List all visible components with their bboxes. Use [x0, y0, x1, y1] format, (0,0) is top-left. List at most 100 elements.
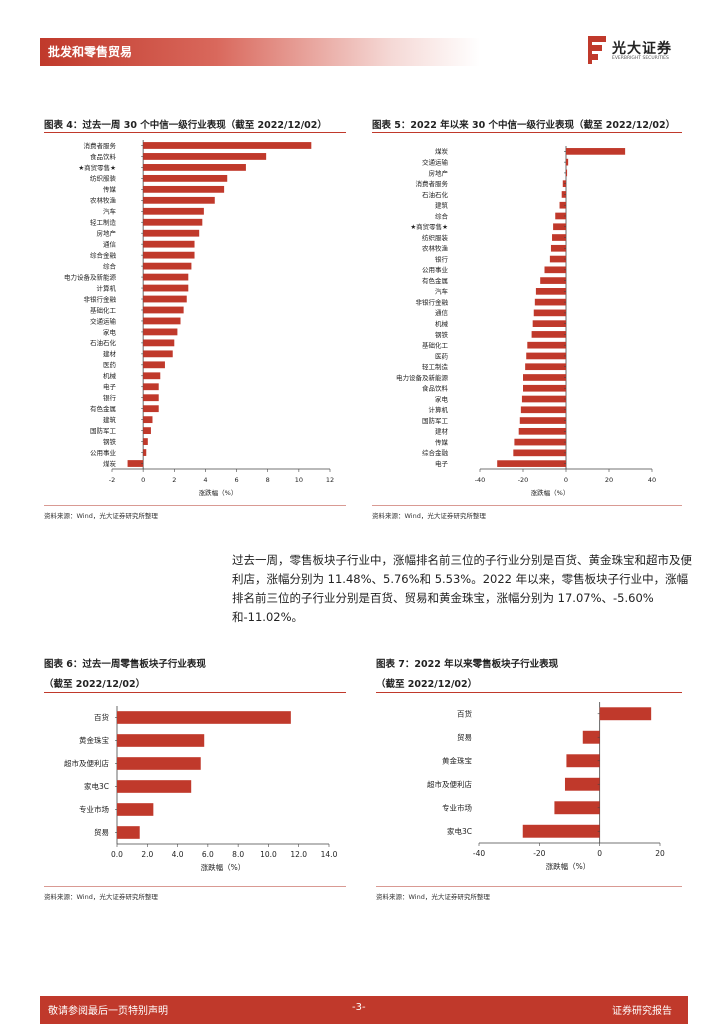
fig5-category-label: 钢铁	[435, 330, 449, 339]
fig4-category-label: 基础化工	[90, 305, 117, 314]
fig4-bar	[143, 416, 153, 424]
fig5-category-label: 建材	[435, 427, 449, 436]
fig5-bar	[533, 309, 566, 317]
fig4-bar	[143, 273, 189, 281]
fig6-x-tick-label: 14.0	[321, 850, 338, 859]
fig6-title: 图表 6：过去一周零售板块子行业表现	[44, 659, 206, 670]
fig7-title: 图表 7：2022 年以来零售板块子行业表现	[376, 659, 559, 670]
fig4-category-label: 农林牧渔	[90, 196, 117, 205]
fig4-bar	[143, 251, 195, 259]
fig4-category-label: 消费者服务	[84, 141, 117, 150]
fig7-x-tick-label: 20	[655, 849, 665, 858]
fig4-bar	[143, 317, 181, 325]
fig6-x-tick-label: 8.0	[232, 850, 244, 859]
fig4-category-label: 银行	[103, 393, 117, 402]
fig4-bar	[143, 262, 192, 270]
fig6-bar	[117, 826, 140, 839]
fig5-category-label: 石油石化	[422, 190, 449, 199]
fig4-category-label: 建材	[103, 349, 117, 358]
fig7-source: 资料来源：Wind，光大证券研究所整理	[376, 893, 490, 901]
fig5-category-label: 通信	[435, 308, 449, 317]
fig6-bar	[117, 711, 291, 724]
brand-logo: 光大证券 EVERBRIGHT SECURITIES	[588, 36, 688, 66]
fig5-bar	[523, 384, 566, 392]
fig5-bar	[520, 406, 566, 414]
fig4-title: 图表 4：过去一周 30 个中信一级行业表现（截至 2022/12/02）	[44, 120, 327, 131]
fig7-x-axis-label: 涨跌幅（%）	[546, 861, 591, 871]
fig6-category-label: 黄金珠宝	[79, 735, 109, 745]
fig7-category-label: 家电3C	[447, 826, 472, 836]
fig5-x-tick-label: -40	[475, 476, 486, 484]
fig4-category-label: 电力设备及新能源	[64, 272, 117, 281]
fig7-bar	[554, 801, 600, 815]
fig5-category-label: 银行	[435, 254, 449, 263]
fig5-bar	[532, 320, 566, 327]
fig6-subtitle: （截至 2022/12/02）	[44, 679, 146, 690]
fig4-category-label: 建筑	[103, 415, 117, 424]
fig7-x-tick-label: 0	[597, 849, 602, 858]
fig4-bar	[143, 306, 184, 314]
section-header-bar: 批发和零售贸易	[40, 38, 480, 66]
fig4-bar	[143, 142, 312, 149]
fig5-bar	[566, 169, 568, 177]
brand-name: 光大证券	[612, 41, 672, 57]
fig4-bar	[143, 328, 178, 336]
fig4-x-tick-label: 12	[326, 476, 334, 484]
fig4-category-label: 煤炭	[103, 459, 117, 468]
fig4-bar	[143, 153, 267, 160]
fig5-category-label: 医药	[435, 351, 449, 360]
fig5-bar	[514, 438, 566, 446]
fig5-category-label: 煤炭	[435, 147, 449, 156]
fig5-bar	[526, 352, 566, 360]
fig4-bar	[143, 361, 165, 369]
fig4-bar	[143, 438, 148, 445]
fig5-bar	[550, 244, 566, 252]
fig5-x-axis-label: 涨跌幅（%）	[531, 488, 570, 497]
fig7-subtitle: （截至 2022/12/02）	[376, 679, 478, 690]
fig5-bar	[521, 395, 566, 403]
fig5-category-label: 消费者服务	[416, 179, 449, 188]
fig4-category-label: 计算机	[97, 283, 117, 292]
fig6-x-tick-label: 10.0	[260, 850, 277, 859]
footer-disclaimer: 敬请参阅最后一页特别声明	[48, 1006, 168, 1017]
fig5-source: 资料来源：Wind，光大证券研究所整理	[372, 512, 486, 520]
fig5-category-label: 计算机	[429, 405, 449, 414]
fig7-category-label: 黄金珠宝	[442, 755, 472, 765]
fig5-x-tick-label: 0	[564, 476, 568, 484]
fig6-bar	[117, 803, 154, 816]
fig4-bar	[143, 295, 187, 303]
fig5-category-label: 建筑	[435, 201, 449, 210]
fig6-bottom-rule	[44, 886, 346, 887]
fig5-bar	[566, 158, 569, 166]
fig6-x-tick-label: 4.0	[172, 850, 184, 859]
fig7-bottom-rule	[376, 886, 682, 887]
fig6-category-label: 超市及便利店	[64, 758, 109, 768]
page-footer: 敬请参阅最后一页特别声明 -3- 证券研究报告	[40, 996, 688, 1024]
fig7-category-label: 贸易	[457, 732, 472, 742]
fig5-category-label: 传媒	[435, 437, 449, 446]
fig7-category-label: 专业市场	[442, 802, 472, 812]
fig4-bar	[143, 174, 228, 182]
fig4-bar	[143, 427, 151, 435]
fig7-bar	[522, 824, 600, 838]
fig7-x-tick-label: -40	[473, 849, 485, 858]
fig5-category-label: 有色金属	[422, 276, 448, 285]
brand-logo-icon	[588, 36, 606, 64]
fig6-x-tick-label: 2.0	[141, 850, 153, 859]
fig4-category-label: ★商贸零售★	[78, 163, 116, 172]
fig7-bar	[566, 754, 600, 768]
fig4-source: 资料来源：Wind，光大证券研究所整理	[44, 512, 158, 520]
fig4-category-label: 轻工制造	[90, 218, 117, 227]
fig4-category-label: 医药	[103, 360, 117, 369]
fig5-category-label: 综合	[435, 211, 449, 220]
fig4-bar	[143, 240, 195, 248]
fig5-bar	[513, 449, 566, 457]
fig5-bar	[497, 460, 566, 467]
fig4-bottom-rule	[44, 505, 346, 506]
fig4-bar	[143, 405, 159, 413]
fig5-category-label: 交通运输	[422, 157, 449, 166]
fig4-category-label: 交通运输	[90, 316, 117, 325]
fig4-category-label: 有色金属	[90, 404, 116, 413]
